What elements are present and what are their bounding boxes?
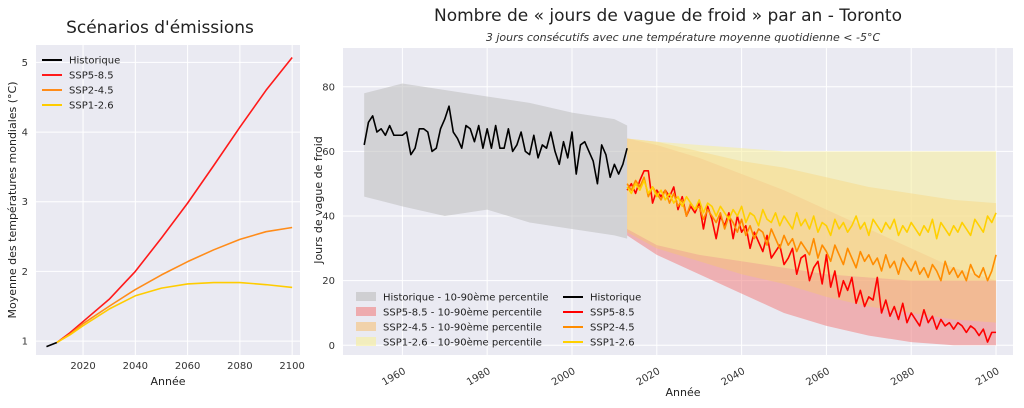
ssp5-8-5-10-90-me-percentile-legend-label: SSP5-8.5 - 10-90ème percentile <box>383 307 542 319</box>
ssp2-4-5-line <box>626 176 997 282</box>
ssp1-2-6-line <box>56 281 293 344</box>
y-tick-label: 20 <box>322 276 335 287</box>
x-tick-label: 2000 <box>550 366 578 388</box>
y-tick-label: 2 <box>22 267 28 278</box>
historique-legend-label: Historique <box>69 56 120 67</box>
y-tick-label: 3 <box>22 197 28 208</box>
historique-line <box>363 105 628 185</box>
historique-10-90-me-percentile-legend-label: Historique - 10-90ème percentile <box>383 292 549 304</box>
historique-legend-label: Historique <box>590 293 641 304</box>
y-tick-label: 1 <box>22 337 28 348</box>
ssp5-8-5-legend-label: SSP5-8.5 <box>69 71 114 82</box>
x-tick-label: 2020 <box>70 361 95 372</box>
cold-wave-chart-subtitle: 3 jours consécutifs avec une température… <box>486 31 881 44</box>
x-tick-label: 2020 <box>635 366 663 388</box>
ssp2-4-5-legend-label: SSP2-4.5 <box>69 86 114 97</box>
ssp1-2-6-legend-label: SSP1-2.6 <box>69 101 114 112</box>
ssp1-2-6-10-90-me-percentile-band <box>627 138 997 281</box>
x-tick-label: 2040 <box>720 366 748 388</box>
x-tick-label: 2100 <box>279 361 304 372</box>
historique-10-90-me-percentile-band <box>364 83 628 239</box>
ssp1-2-6-legend-label: SSP1-2.6 <box>590 338 635 349</box>
cold-wave-chart: Nombre de « jours de vague de froid » pa… <box>312 6 1013 399</box>
cold-wave-chart-title: Nombre de « jours de vague de froid » pa… <box>434 6 902 26</box>
emissions-plot-area <box>36 45 300 355</box>
y-tick-label: 80 <box>322 82 335 93</box>
historique-10-90-me-percentile-legend-swatch <box>356 292 376 301</box>
x-tick-label: 1980 <box>465 366 493 388</box>
ssp2-4-5-10-90-me-percentile-legend-swatch <box>356 322 376 331</box>
x-tick-label: 2080 <box>227 361 252 372</box>
ssp2-4-5-line <box>56 226 293 344</box>
ssp5-8-5-10-90-me-percentile-legend-swatch <box>356 307 376 316</box>
emissions-y-axis-label: Moyenne des températures mondiales (°C) <box>6 81 19 318</box>
y-tick-label: 60 <box>322 147 335 158</box>
emissions-chart: Scénarios d'émissions 2020 2040 2060 2080 21… <box>6 18 305 388</box>
ssp1-2-6-line <box>626 179 997 240</box>
ssp1-2-6-10-90-me-percentile-legend-label: SSP1-2.6 - 10-90ème percentile <box>383 337 542 349</box>
cold-wave-x-axis-label: Année <box>665 386 700 399</box>
ssp5-8-5-legend-label: SSP5-8.5 <box>590 308 635 319</box>
emissions-chart-title: Scénarios d'émissions <box>66 18 254 38</box>
y-tick-label: 4 <box>22 128 28 139</box>
ssp2-4-5-legend-label: SSP2-4.5 <box>590 323 635 334</box>
x-tick-label: 2040 <box>123 361 148 372</box>
emissions-legend: Historique SSP5-8.5 SSP2-4.5 SSP1-2.6 <box>42 56 120 112</box>
x-tick-label: 2100 <box>974 366 1002 388</box>
ssp5-8-5-line <box>56 57 293 344</box>
y-tick-label: 40 <box>322 212 335 223</box>
x-tick-label: 2060 <box>175 361 200 372</box>
historique-line <box>46 341 58 348</box>
cold-wave-legend: Historique - 10-90ème percentile SSP5-8.5… <box>356 292 641 349</box>
x-tick-label: 2060 <box>804 366 832 388</box>
x-tick-label: 1960 <box>380 366 408 388</box>
ssp1-2-6-10-90-me-percentile-legend-swatch <box>356 337 376 346</box>
cold-wave-y-axis-label: Jours de vague de froid <box>312 136 325 265</box>
emissions-x-axis-label: Année <box>150 375 185 388</box>
x-tick-label: 2080 <box>889 366 917 388</box>
ssp2-4-5-10-90-me-percentile-legend-label: SSP2-4.5 - 10-90ème percentile <box>383 322 542 334</box>
y-tick-label: 5 <box>22 58 28 69</box>
y-tick-label: 0 <box>329 341 335 352</box>
